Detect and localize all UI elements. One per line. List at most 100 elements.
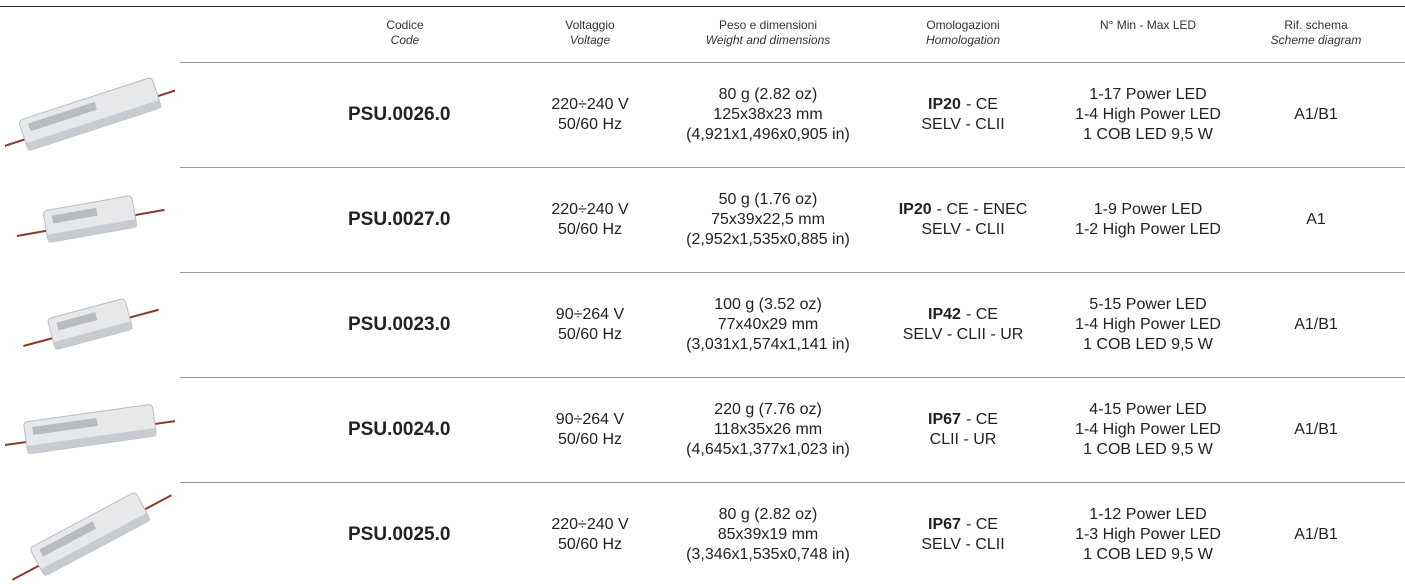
voltage-cell: 220÷240 V 50/60 Hz <box>480 167 700 272</box>
product-code: PSU.0026.0 <box>348 103 451 125</box>
weight-line: 75x39x22,5 mm <box>711 210 825 228</box>
homologation-marks: - CE - ENEC <box>936 200 1028 218</box>
led-line: 1 COB LED 9,5 W <box>1083 545 1213 563</box>
homologation-line: IP20- CE - ENEC <box>853 200 1073 220</box>
weight-line: (3,031x1,574x1,141 in) <box>686 335 850 353</box>
row-rule <box>180 272 1405 273</box>
header-rule <box>180 62 1405 63</box>
weight-cell: 220 g (7.76 oz) 118x35x26 mm (4,645x1,377x… <box>658 377 878 482</box>
top-rule <box>0 6 1405 7</box>
column-sublabel: Scheme diagram <box>1270 33 1362 47</box>
weight-cell: 80 g (2.82 oz) 125x38x23 mm (4,921x1,496x0… <box>658 62 878 167</box>
voltage-line: 50/60 Hz <box>557 325 623 343</box>
product-image <box>23 298 159 350</box>
led-line: 1 COB LED 9,5 W <box>1083 125 1213 143</box>
homologation-line: SELV - CLII <box>921 535 1005 553</box>
led-cell: 1-17 Power LED 1-4 High Power LED 1 COB LE… <box>1038 62 1258 167</box>
column-header: Omologazioni Homologation <box>863 18 1063 48</box>
led-cell: 4-15 Power LED 1-4 High Power LED 1 COB LE… <box>1038 377 1258 482</box>
led-line: 1 COB LED 9,5 W <box>1083 440 1213 458</box>
led-line: 1-2 High Power LED <box>1075 220 1221 238</box>
weight-cell: 80 g (2.82 oz) 85x39x19 mm (3,346x1,535x0,… <box>658 482 878 584</box>
homologation-line: SELV - CLII <box>921 115 1005 133</box>
ip-rating: IP20 <box>898 200 932 218</box>
voltage-line: 50/60 Hz <box>557 535 623 553</box>
row-rule <box>180 377 1405 378</box>
weight-line: (4,921x1,496x0,905 in) <box>686 125 850 143</box>
scheme-cell: A1/B1 <box>1294 105 1338 123</box>
product-image <box>5 404 175 454</box>
weight-line: 80 g (2.82 oz) <box>718 85 818 103</box>
voltage-line: 50/60 Hz <box>557 430 623 448</box>
column-header: Codice Code <box>305 18 505 48</box>
weight-line: 220 g (7.76 oz) <box>714 400 822 418</box>
column-sublabel: Weight and dimensions <box>705 33 831 47</box>
column-sublabel: Voltage <box>569 33 611 47</box>
homologation-marks: - CE <box>965 410 998 428</box>
product-image <box>11 492 172 581</box>
row-rule <box>180 167 1405 168</box>
column-header: Rif. schema Scheme diagram <box>1216 18 1405 48</box>
ip-rating: IP67 <box>928 515 961 533</box>
product-code: PSU.0024.0 <box>348 418 451 440</box>
weight-line: 85x39x19 mm <box>717 525 819 543</box>
weight-line: 80 g (2.82 oz) <box>718 505 818 523</box>
homologation-marks: - CE <box>965 515 998 533</box>
led-line: 1-9 Power LED <box>1093 200 1203 218</box>
weight-line: (4,645x1,377x1,023 in) <box>686 440 850 458</box>
homologation-line: CLII - UR <box>929 430 997 448</box>
column-header: Voltaggio Voltage <box>490 18 690 48</box>
scheme-cell: A1/B1 <box>1294 525 1338 543</box>
led-line: 4-15 Power LED <box>1089 400 1207 418</box>
voltage-line: 220÷240 V <box>551 95 629 113</box>
voltage-cell: 220÷240 V 50/60 Hz <box>480 482 700 584</box>
weight-line: 50 g (1.76 oz) <box>718 190 818 208</box>
column-label: Peso e dimensioni <box>718 18 818 32</box>
led-line: 5-15 Power LED <box>1089 295 1207 313</box>
weight-line: 118x35x26 mm <box>713 420 823 438</box>
weight-cell: 100 g (3.52 oz) 77x40x29 mm (3,031x1,574x1… <box>658 272 878 377</box>
led-line: 1-17 Power LED <box>1089 85 1207 103</box>
ip-rating: IP20 <box>928 95 961 113</box>
homologation-line: IP67- CE <box>853 410 1073 430</box>
ip-rating: IP42 <box>928 305 961 323</box>
weight-cell: 50 g (1.76 oz) 75x39x22,5 mm (2,952x1,535x… <box>658 167 878 272</box>
product-code: PSU.0027.0 <box>348 208 451 230</box>
led-cell: 1-9 Power LED 1-2 High Power LED <box>1038 167 1258 272</box>
homologation-cell: IP20- CE - ENEC SELV - CLII <box>853 167 1073 272</box>
led-line: 1-4 High Power LED <box>1075 105 1221 123</box>
voltage-cell: 220÷240 V 50/60 Hz <box>480 62 700 167</box>
homologation-marks: - CE <box>965 305 998 323</box>
column-header: Peso e dimensioni Weight and dimensions <box>668 18 868 48</box>
row-rule <box>180 482 1405 483</box>
product-code: PSU.0025.0 <box>348 523 451 545</box>
weight-line: 100 g (3.52 oz) <box>714 295 822 313</box>
column-label: Voltaggio <box>565 18 615 32</box>
led-line: 1 COB LED 9,5 W <box>1083 335 1213 353</box>
voltage-line: 220÷240 V <box>551 200 629 218</box>
led-line: 1-4 High Power LED <box>1075 420 1221 438</box>
column-label: N° Min - Max LED <box>1099 18 1197 32</box>
product-image <box>5 77 175 151</box>
weight-line: 77x40x29 mm <box>717 315 819 333</box>
scheme-cell: A1/B1 <box>1294 315 1338 333</box>
product-code: PSU.0023.0 <box>348 313 451 335</box>
led-line: 1-12 Power LED <box>1089 505 1207 523</box>
voltage-cell: 90÷264 V 50/60 Hz <box>480 272 700 377</box>
column-label: Codice <box>386 18 424 32</box>
led-cell: 1-12 Power LED 1-3 High Power LED 1 COB LE… <box>1038 482 1258 584</box>
led-cell: 5-15 Power LED 1-4 High Power LED 1 COB LE… <box>1038 272 1258 377</box>
homologation-marks: - CE <box>965 95 998 113</box>
voltage-cell: 90÷264 V 50/60 Hz <box>480 377 700 482</box>
column-label: Omologazioni <box>926 18 1000 32</box>
homologation-cell: IP20- CE SELV - CLII <box>853 62 1073 167</box>
homologation-line: SELV - CLII <box>921 220 1005 238</box>
led-line: 1-3 High Power LED <box>1075 525 1221 543</box>
voltage-line: 90÷264 V <box>555 410 625 428</box>
homologation-line: IP42- CE <box>853 305 1073 325</box>
homologation-line: SELV - CLII - UR <box>902 325 1024 343</box>
homologation-line: IP67- CE <box>853 515 1073 535</box>
product-image <box>16 195 165 243</box>
column-sublabel: Homologation <box>925 33 1001 47</box>
